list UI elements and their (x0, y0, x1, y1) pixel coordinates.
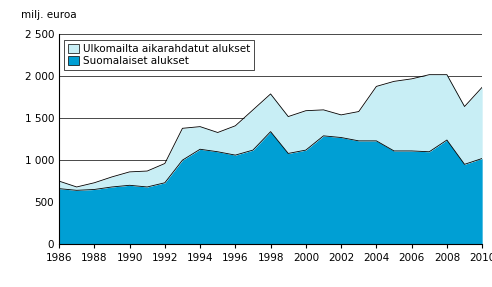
Text: milj. euroa: milj. euroa (21, 10, 77, 20)
Legend: Ulkomailta aikarahdatut alukset, Suomalaiset alukset: Ulkomailta aikarahdatut alukset, Suomala… (64, 40, 254, 70)
